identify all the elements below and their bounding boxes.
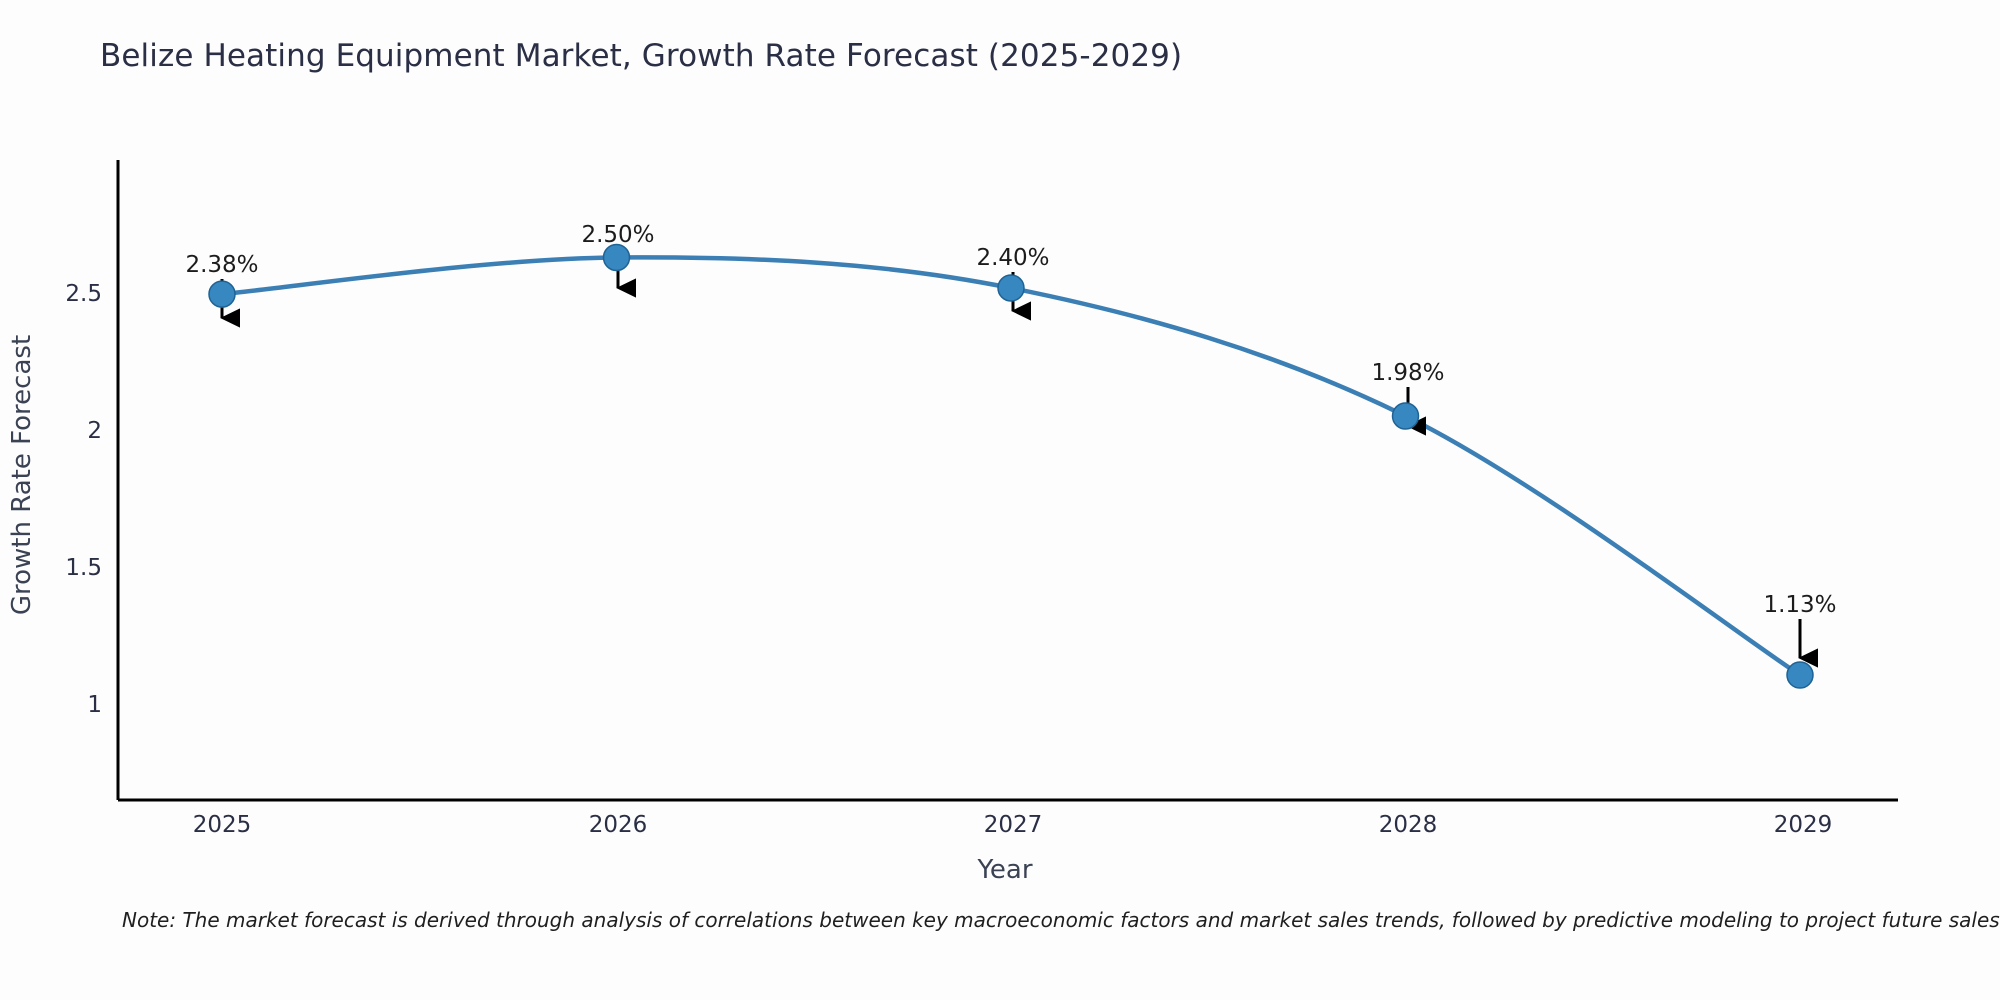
chart-title: Belize Heating Equipment Market, Growth … bbox=[100, 38, 1183, 74]
data-point-marker-2027[interactable] bbox=[997, 274, 1025, 302]
x-tick-label-2025: 2025 bbox=[192, 812, 252, 838]
data-point-marker-2026[interactable] bbox=[602, 243, 631, 272]
annotation-arrows bbox=[220, 249, 1818, 668]
data-point-markers bbox=[208, 243, 1814, 689]
y-tick-label-3: 1 bbox=[87, 692, 102, 718]
x-tick-label-2028: 2028 bbox=[1378, 812, 1438, 838]
data-point-label-2026: 2.50% bbox=[581, 222, 655, 248]
x-tick-label-2027: 2027 bbox=[983, 812, 1043, 838]
x-axis-title: Year bbox=[977, 855, 1033, 885]
data-point-marker-2025[interactable] bbox=[208, 280, 236, 308]
data-point-label-2028: 1.98% bbox=[1371, 360, 1445, 386]
x-tick-label-2029: 2029 bbox=[1773, 812, 1833, 838]
data-point-label-2025: 2.38% bbox=[185, 252, 259, 278]
data-series-line bbox=[219, 255, 1803, 678]
data-point-label-2029: 1.13% bbox=[1763, 592, 1837, 618]
data-point-marker-2029[interactable] bbox=[1786, 661, 1814, 689]
data-point-label-2027: 2.40% bbox=[976, 245, 1050, 271]
y-tick-label-2: 1.5 bbox=[65, 555, 102, 581]
data-point-marker-2028[interactable] bbox=[1391, 402, 1420, 430]
y-tick-label-1: 2 bbox=[87, 418, 102, 444]
x-tick-label-2026: 2026 bbox=[588, 812, 648, 838]
y-tick-label-0: 2.5 bbox=[65, 281, 102, 307]
chart-note: Note: The market forecast is derived thr… bbox=[122, 908, 2000, 932]
